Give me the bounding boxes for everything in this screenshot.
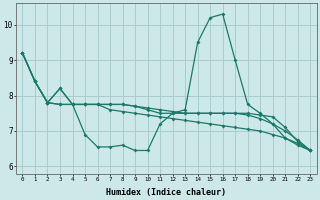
X-axis label: Humidex (Indice chaleur): Humidex (Indice chaleur) xyxy=(106,188,226,197)
